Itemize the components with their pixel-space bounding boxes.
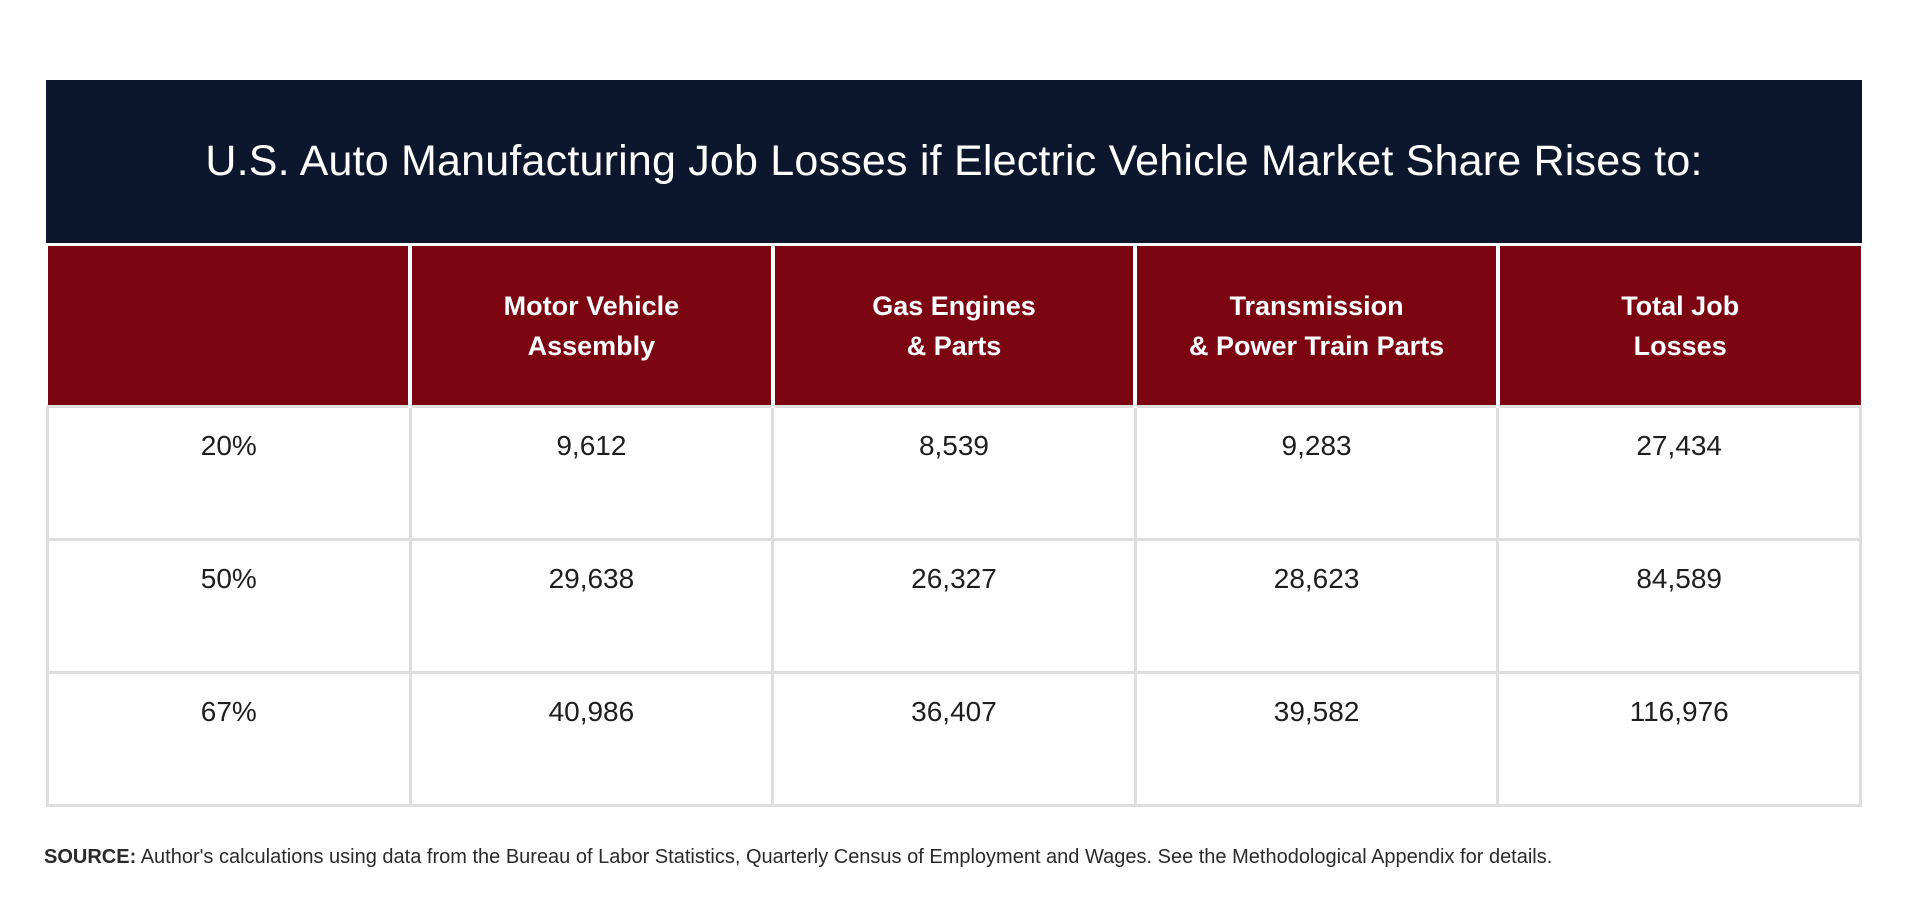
source-text: Author's calculations using data from th… [140, 846, 1553, 868]
table-row: 50% 29,638 26,327 28,623 84,589 [46, 538, 1862, 674]
table-cell: 8,539 [771, 405, 1137, 541]
table-row: 67% 40,986 36,407 39,582 116,976 [46, 671, 1862, 807]
column-header-line: Gas Engines [872, 290, 1036, 321]
column-header-line: & Parts [906, 330, 1002, 361]
source-label: SOURCE: [44, 846, 137, 868]
job-loss-table: U.S. Auto Manufacturing Job Losses if El… [46, 80, 1862, 807]
column-header-line: Losses [1633, 330, 1727, 361]
data-table: Motor Vehicle Assembly Gas Engines & Parts T… [46, 246, 1862, 807]
column-header-line: Total Job [1621, 290, 1740, 321]
column-header-motor-vehicle-assembly: Motor Vehicle Assembly [408, 246, 773, 407]
column-header-line: Transmission [1229, 290, 1404, 321]
table-cell: 27,434 [1496, 405, 1862, 541]
column-header-line: Motor Vehicle [503, 290, 680, 321]
column-header-line: & Power Train Parts [1189, 330, 1445, 361]
market-share-cell: 20% [46, 405, 412, 541]
column-header-line: Assembly [527, 330, 656, 361]
table-title: U.S. Auto Manufacturing Job Losses if El… [205, 137, 1703, 185]
column-header-gas-engines-parts: Gas Engines & Parts [770, 246, 1136, 407]
title-banner: U.S. Auto Manufacturing Job Losses if El… [46, 80, 1862, 243]
table-cell: 36,407 [771, 671, 1137, 807]
source-note: SOURCE: Author's calculations using data… [44, 846, 1552, 869]
table-cell: 116,976 [1496, 671, 1862, 807]
table-row: 20% 9,612 8,539 9,283 27,434 [46, 405, 1862, 541]
table-body: 20% 9,612 8,539 9,283 27,434 50% 29,638 26,327 2… [46, 405, 1862, 807]
header-row: Motor Vehicle Assembly Gas Engines & Parts T… [47, 246, 1861, 407]
table-cell: 26,327 [771, 538, 1137, 674]
table-cell: 28,623 [1133, 538, 1500, 674]
column-header-total-job-losses: Total Job Losses [1495, 246, 1861, 407]
market-share-cell: 50% [46, 538, 412, 674]
column-header-transmission-power-train: Transmission & Power Train Parts [1133, 246, 1498, 407]
table-cell: 84,589 [1496, 538, 1862, 674]
table-cell: 29,638 [408, 538, 775, 674]
table-cell: 9,283 [1133, 405, 1500, 541]
column-header-share [47, 246, 411, 407]
table-cell: 40,986 [408, 671, 775, 807]
market-share-cell: 67% [46, 671, 412, 807]
table-cell: 9,612 [408, 405, 775, 541]
table-cell: 39,582 [1133, 671, 1500, 807]
